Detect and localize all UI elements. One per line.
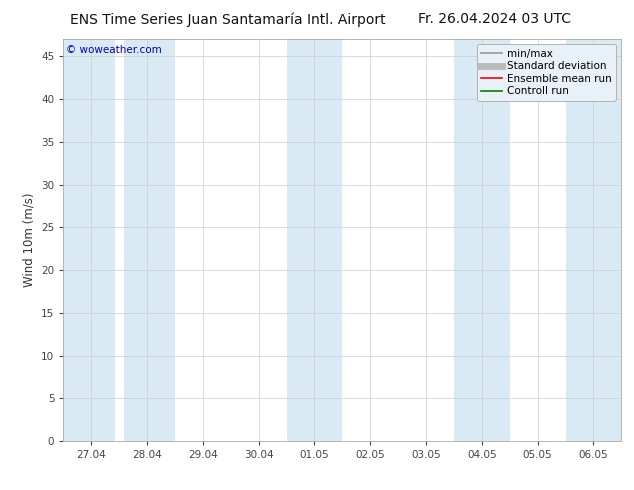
- Text: ENS Time Series Juan Santamaría Intl. Airport: ENS Time Series Juan Santamaría Intl. Ai…: [70, 12, 386, 27]
- Bar: [566, 39, 621, 441]
- Legend: min/max, Standard deviation, Ensemble mean run, Controll run: min/max, Standard deviation, Ensemble me…: [477, 45, 616, 100]
- Y-axis label: Wind 10m (m/s): Wind 10m (m/s): [23, 193, 36, 287]
- Text: Fr. 26.04.2024 03 UTC: Fr. 26.04.2024 03 UTC: [418, 12, 571, 26]
- Bar: [287, 39, 342, 441]
- Text: © woweather.com: © woweather.com: [66, 45, 162, 55]
- Bar: [63, 39, 115, 441]
- Bar: [454, 39, 510, 441]
- Bar: [124, 39, 175, 441]
